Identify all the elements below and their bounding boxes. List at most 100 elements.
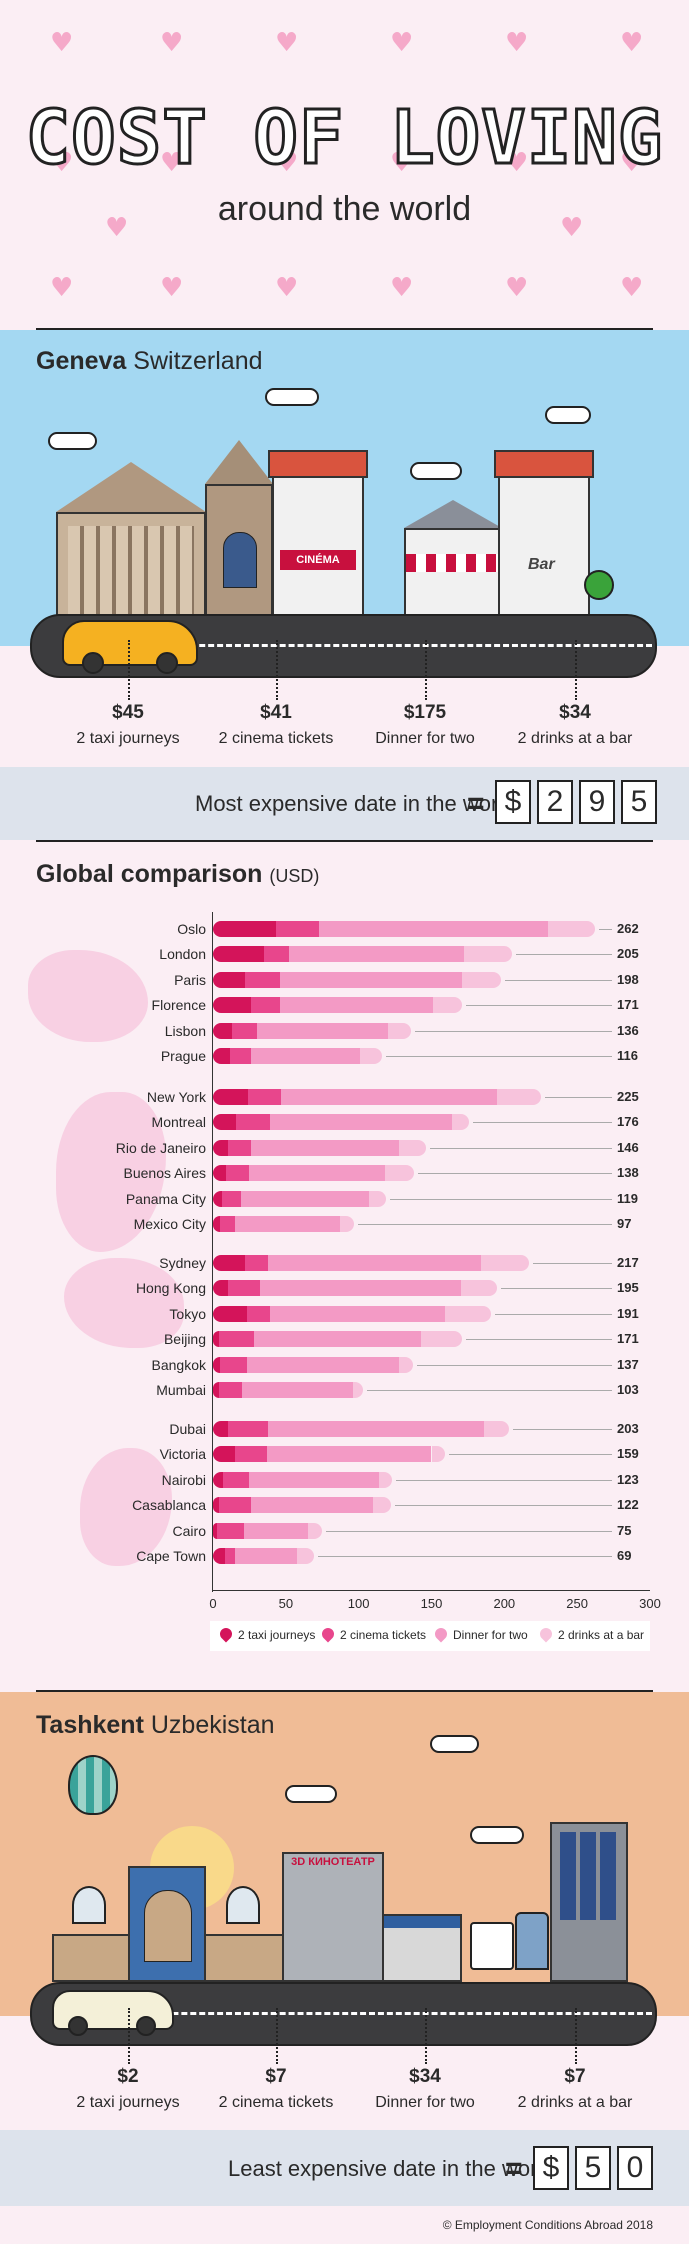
bar-segment xyxy=(227,1280,260,1297)
cost-amount: $7 xyxy=(564,2066,586,2087)
bar-segment xyxy=(218,1382,243,1398)
leader-line xyxy=(544,1097,612,1098)
tashkent-summary-text: Least expensive date in the world xyxy=(228,2156,555,2181)
tashkent-cinema-building: 3D КИНОТЕАТР xyxy=(282,1852,384,1982)
heart-icon: ♥ xyxy=(390,148,414,178)
heart-icon: ♥ xyxy=(160,28,184,58)
bar-sign: Bar xyxy=(528,556,555,573)
heart-icon: ♥ xyxy=(50,28,74,58)
bar-segment xyxy=(213,1048,231,1064)
leader-line xyxy=(429,1147,612,1149)
equals-sign: = xyxy=(467,787,485,820)
bar-segment xyxy=(221,1190,241,1207)
summary-digit: 5 xyxy=(621,780,657,824)
heart-icon: ♥ xyxy=(620,273,644,303)
fountain-icon xyxy=(515,1912,549,1970)
bar-segment xyxy=(234,1446,267,1463)
leader-line xyxy=(598,929,612,930)
bar-segment xyxy=(213,1421,228,1437)
category-label: Panama City xyxy=(125,1190,206,1207)
category-label: London xyxy=(159,946,206,963)
chart-title: Global comparison (USD) xyxy=(36,860,320,888)
bar-segment xyxy=(213,1139,228,1156)
cost-item: $175 Dinner for two xyxy=(350,702,500,748)
cost-item: $7 2 cinema tickets xyxy=(201,2066,351,2112)
data-label: 146 xyxy=(617,1139,639,1155)
data-label: 122 xyxy=(617,1497,639,1513)
bar-segment xyxy=(269,1114,452,1131)
category-label: Tokyo xyxy=(169,1305,206,1322)
leader-line xyxy=(396,1479,612,1481)
chart-legend: 2 taxi journeys 2 cinema tickets Dinner … xyxy=(210,1621,650,1651)
bar-segment xyxy=(460,1280,498,1297)
bar-segment xyxy=(247,1089,282,1105)
temple-roof xyxy=(56,462,206,512)
bar-segment xyxy=(246,1356,400,1373)
tick-label: 150 xyxy=(420,1596,443,1611)
dome-icon xyxy=(226,1886,260,1924)
category-label: Rio de Janeiro xyxy=(115,1139,206,1156)
geneva-heading: Geneva Switzerland xyxy=(36,347,263,375)
legend-drinks: 2 drinks at a bar xyxy=(537,1625,644,1643)
bar-segment xyxy=(268,1255,482,1271)
tree-icon xyxy=(584,570,614,600)
bar-segment xyxy=(297,1548,314,1564)
summary-digit: 0 xyxy=(617,2146,653,2190)
data-label: 171 xyxy=(617,1331,639,1347)
summary-digit: 2 xyxy=(537,780,573,824)
summary-digit: 9 xyxy=(579,780,615,824)
heart-icon: ♥ xyxy=(160,273,184,303)
bar-segment xyxy=(224,1548,235,1564)
leader-line xyxy=(501,1288,612,1290)
data-label: 103 xyxy=(617,1382,639,1397)
bar-segment xyxy=(213,1165,227,1182)
bar-segment xyxy=(280,997,433,1014)
bar-segment xyxy=(275,921,320,937)
leader-line xyxy=(448,1454,612,1456)
bar-segment xyxy=(250,997,280,1014)
category-label: Montreal xyxy=(151,1114,206,1131)
bar-segment xyxy=(288,946,464,963)
bar-segment xyxy=(249,1165,385,1182)
tick-label: 50 xyxy=(278,1596,294,1611)
cost-amount: $2 xyxy=(117,2066,139,2087)
data-label: 225 xyxy=(617,1089,639,1104)
leader-line xyxy=(394,1505,612,1507)
bar-segment xyxy=(259,1280,461,1297)
data-label: 123 xyxy=(617,1471,639,1487)
bar-segment xyxy=(234,1216,340,1232)
bar-segment xyxy=(213,997,251,1014)
bar-segment xyxy=(280,971,463,988)
leader-line xyxy=(466,1339,612,1341)
heart-icon: ♥ xyxy=(505,273,529,303)
bar-segment xyxy=(213,946,264,963)
bar-segment xyxy=(213,1190,222,1207)
mosque-portal xyxy=(128,1866,206,1982)
divider xyxy=(36,840,653,842)
bar-segment xyxy=(213,921,276,937)
heart-icon: ♥ xyxy=(390,28,414,58)
taxi-icon xyxy=(52,1990,174,2036)
category-label: Bangkok xyxy=(151,1356,206,1373)
cost-pointer xyxy=(276,2008,278,2064)
tick-label: 300 xyxy=(639,1596,661,1611)
bar-segment xyxy=(213,1548,225,1564)
bar-segment xyxy=(432,997,463,1014)
leader-line xyxy=(512,1429,612,1430)
heart-icon: ♥ xyxy=(560,213,584,243)
cinema-roof xyxy=(268,450,368,478)
bar-segment xyxy=(399,1356,413,1373)
bar-segment xyxy=(548,921,595,937)
heart-icon: ♥ xyxy=(50,148,74,178)
bar-segment xyxy=(227,1421,269,1437)
leader-line xyxy=(418,1173,612,1175)
category-label: Beijing xyxy=(163,1331,206,1348)
cost-amount: $45 xyxy=(112,702,144,723)
bar-segment xyxy=(483,1421,509,1437)
bar-segment xyxy=(240,1190,369,1207)
bar-segment xyxy=(213,1280,228,1297)
leader-line xyxy=(385,1056,612,1057)
bar-segment xyxy=(269,1305,445,1322)
bar-segment xyxy=(213,1216,221,1232)
bar-segment xyxy=(263,946,289,963)
